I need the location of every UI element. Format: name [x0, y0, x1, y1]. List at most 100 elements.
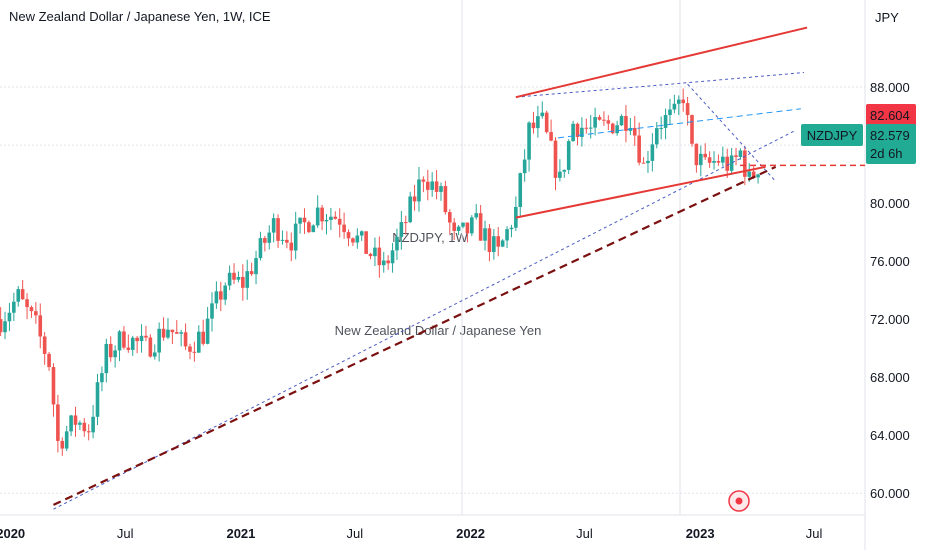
- candle: [60, 437, 65, 456]
- candle: [668, 98, 672, 125]
- candle: [333, 211, 338, 220]
- time-tick-label: Jul: [806, 526, 823, 541]
- candle-body: [249, 271, 254, 275]
- candle-body: [166, 329, 170, 338]
- candle-body: [575, 123, 580, 138]
- candle-body: [214, 291, 219, 304]
- channel-lower-line: [515, 165, 766, 219]
- candle-body: [359, 231, 364, 236]
- chart-title: New Zealand Dollar / Japanese Yen, 1W, I…: [9, 9, 271, 24]
- candle-body: [271, 218, 276, 233]
- candle-body: [439, 186, 443, 192]
- candle-body: [483, 228, 487, 241]
- candle: [210, 292, 214, 332]
- candle-body: [606, 120, 611, 124]
- candle-body: [699, 153, 703, 166]
- price-tick-label: 76.000: [870, 254, 910, 269]
- candle: [337, 208, 342, 238]
- candle-body: [381, 260, 386, 266]
- candle-body: [307, 222, 311, 233]
- candle: [16, 285, 21, 307]
- candle-body: [663, 115, 668, 128]
- candle: [271, 213, 276, 243]
- candle-body: [408, 196, 412, 223]
- candle-body: [751, 171, 756, 178]
- candle: [641, 157, 646, 164]
- candle-body: [276, 218, 280, 241]
- candle-body: [654, 128, 659, 145]
- candle: [439, 182, 443, 201]
- candle-body: [690, 115, 694, 144]
- candle: [386, 255, 390, 270]
- candle: [170, 329, 175, 345]
- candle: [263, 235, 267, 252]
- candle: [725, 148, 730, 179]
- candle-body: [597, 117, 602, 120]
- candle-body: [756, 174, 760, 178]
- candle: [738, 148, 743, 160]
- candle-body: [707, 157, 712, 163]
- candle-body: [113, 350, 117, 358]
- candle: [108, 336, 113, 362]
- candle: [307, 220, 311, 234]
- candle: [381, 251, 386, 273]
- candle-body: [280, 239, 285, 241]
- candle: [95, 373, 100, 426]
- candle: [425, 169, 430, 201]
- candle-body: [716, 160, 721, 163]
- candle-body: [434, 181, 439, 192]
- candle-body: [615, 125, 619, 134]
- candle-body: [267, 232, 272, 243]
- candle: [399, 211, 404, 250]
- candle-body: [25, 299, 29, 308]
- candle: [157, 322, 161, 362]
- candle: [483, 220, 487, 251]
- candle: [685, 97, 690, 126]
- candle: [412, 184, 417, 211]
- candle: [7, 302, 12, 332]
- candle-body: [29, 307, 34, 312]
- candle-body: [703, 153, 708, 158]
- candle: [236, 271, 241, 283]
- candle-body: [241, 277, 245, 288]
- candle: [478, 204, 483, 241]
- candle-body: [20, 289, 25, 300]
- candle-body: [681, 99, 685, 104]
- candle-body: [390, 250, 395, 264]
- candle: [192, 341, 197, 362]
- candle-body: [580, 127, 584, 138]
- candle: [465, 222, 470, 243]
- time-tick-label: Jul: [117, 526, 134, 541]
- candle-body: [210, 303, 214, 319]
- candle: [245, 259, 250, 300]
- candle-body: [743, 150, 747, 177]
- price-tick-label: 88.000: [870, 80, 910, 95]
- candle-body: [148, 337, 153, 357]
- candle: [734, 147, 738, 166]
- candle-body: [377, 247, 382, 266]
- candle-body: [425, 181, 430, 190]
- candle: [681, 88, 685, 112]
- candle-body: [403, 222, 408, 224]
- candle-body: [518, 173, 523, 207]
- candle-body: [324, 219, 329, 222]
- candle-body: [337, 218, 342, 225]
- candle: [104, 338, 109, 383]
- event-icon[interactable]: [728, 490, 750, 512]
- candle: [38, 303, 43, 349]
- candle: [12, 292, 16, 322]
- candle: [403, 215, 408, 235]
- candle-body: [721, 156, 725, 163]
- candle: [227, 265, 232, 291]
- candle: [69, 414, 73, 437]
- candle-body: [285, 239, 289, 243]
- candle: [474, 204, 479, 220]
- candle-body: [531, 122, 536, 129]
- candle-body: [588, 127, 593, 129]
- candle-body: [126, 347, 131, 350]
- candle: [562, 169, 567, 178]
- candle: [241, 264, 245, 301]
- candle: [624, 105, 628, 143]
- candle: [166, 318, 170, 340]
